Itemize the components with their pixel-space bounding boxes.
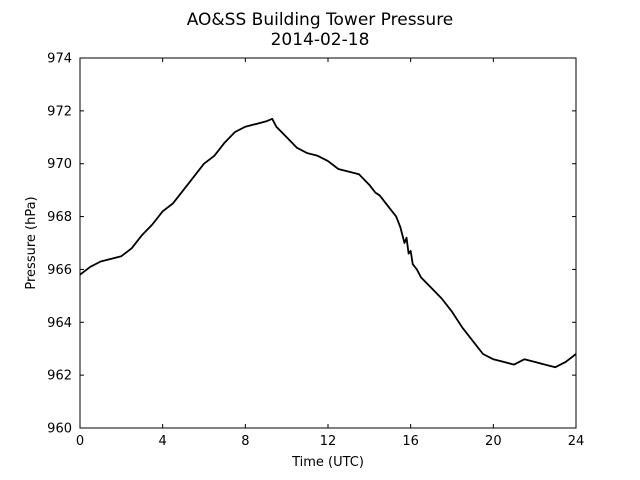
y-tick-label: 970 — [47, 157, 72, 172]
y-tick-label: 960 — [47, 422, 72, 437]
x-tick-label: 8 — [241, 434, 249, 449]
x-tick-label: 12 — [320, 434, 337, 449]
y-tick-label: 962 — [47, 369, 72, 384]
x-axis-ticks: 0 4 8 12 16 20 24 — [76, 58, 584, 449]
x-tick-label: 4 — [159, 434, 167, 449]
y-tick-label: 972 — [47, 104, 72, 119]
x-tick-label: 0 — [76, 434, 84, 449]
x-tick-label: 16 — [402, 434, 419, 449]
y-tick-label: 966 — [47, 263, 72, 278]
y-tick-label: 964 — [47, 316, 72, 331]
chart-title: AO&SS Building Tower Pressure — [187, 10, 454, 30]
x-tick-label: 20 — [485, 434, 502, 449]
x-axis-label: Time (UTC) — [291, 455, 364, 470]
y-axis-label: Pressure (hPa) — [24, 196, 39, 289]
pressure-series-line — [79, 117, 577, 369]
chart-subtitle: 2014-02-18 — [271, 30, 370, 50]
plot-frame — [79, 57, 577, 429]
y-axis-ticks: 960 962 964 966 968 970 972 974 — [47, 52, 576, 437]
x-tick-label: 24 — [568, 434, 585, 449]
y-tick-label: 968 — [47, 210, 72, 225]
y-tick-label: 974 — [47, 52, 72, 67]
